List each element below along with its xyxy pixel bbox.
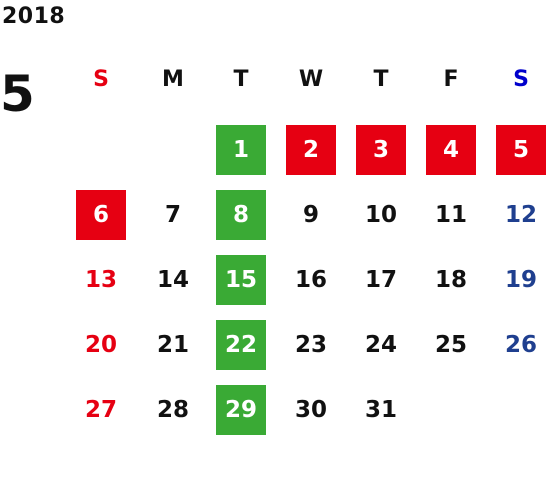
calendar-day-21[interactable]: 21	[156, 332, 189, 358]
weekday-label-5: F	[443, 67, 459, 92]
weekday-label-2: T	[233, 67, 249, 92]
calendar-day-28[interactable]: 28	[156, 397, 189, 423]
calendar-day-13[interactable]: 13	[84, 267, 117, 293]
calendar-day-29[interactable]: 29	[216, 385, 266, 435]
calendar-day-22[interactable]: 22	[216, 320, 266, 370]
calendar-day-25[interactable]: 25	[434, 332, 467, 358]
calendar-day-17[interactable]: 17	[364, 267, 397, 293]
calendar-day-11[interactable]: 11	[434, 202, 467, 228]
calendar-day-7[interactable]: 7	[164, 202, 181, 228]
weekday-label-1: M	[162, 67, 184, 92]
calendar-day-31[interactable]: 31	[364, 397, 397, 423]
weekday-label-3: W	[298, 67, 324, 92]
calendar-day-14[interactable]: 14	[156, 267, 189, 293]
calendar-month: 5	[0, 65, 35, 123]
weekday-label-0: S	[93, 67, 109, 92]
calendar-day-15[interactable]: 15	[216, 255, 266, 305]
calendar-day-8[interactable]: 8	[216, 190, 266, 240]
calendar-day-6[interactable]: 6	[76, 190, 126, 240]
calendar-day-12[interactable]: 12	[504, 202, 537, 228]
calendar-day-1[interactable]: 1	[216, 125, 266, 175]
calendar-day-10[interactable]: 10	[364, 202, 397, 228]
calendar-day-27[interactable]: 27	[84, 397, 117, 423]
calendar-day-9[interactable]: 9	[302, 202, 319, 228]
weekday-label-6: S	[513, 67, 529, 92]
calendar-day-26[interactable]: 26	[504, 332, 537, 358]
calendar-day-4[interactable]: 4	[426, 125, 476, 175]
calendar-day-16[interactable]: 16	[294, 267, 327, 293]
calendar-day-30[interactable]: 30	[294, 397, 327, 423]
calendar-day-18[interactable]: 18	[434, 267, 467, 293]
weekday-label-4: T	[373, 67, 389, 92]
calendar-day-2[interactable]: 2	[286, 125, 336, 175]
calendar-day-3[interactable]: 3	[356, 125, 406, 175]
calendar-day-24[interactable]: 24	[364, 332, 397, 358]
calendar-day-23[interactable]: 23	[294, 332, 327, 358]
calendar-day-5[interactable]: 5	[496, 125, 546, 175]
calendar-day-19[interactable]: 19	[504, 267, 537, 293]
calendar-day-20[interactable]: 20	[84, 332, 117, 358]
calendar-year: 2018	[2, 4, 66, 29]
